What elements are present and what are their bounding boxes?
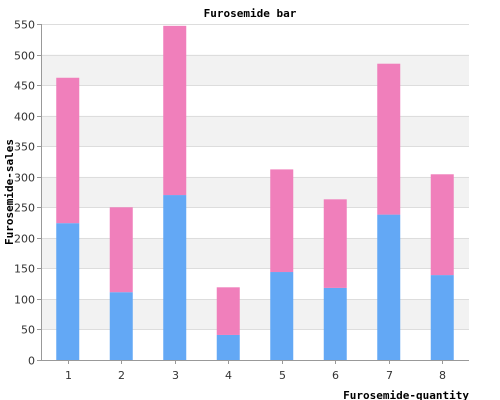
bar-segment-series-1	[323, 287, 347, 360]
x-tick-label: 5	[279, 369, 286, 382]
x-tick-label: 2	[118, 369, 125, 382]
chart-title: Furosemide bar	[204, 7, 297, 20]
y-tick-label: 200	[14, 233, 35, 246]
bar-segment-series-1	[270, 272, 294, 360]
bars	[56, 25, 454, 360]
y-tick-label: 550	[14, 19, 35, 32]
y-tick-label: 0	[28, 355, 35, 368]
x-tick-label: 6	[332, 369, 339, 382]
background-band	[41, 115, 469, 147]
y-tick-label: 450	[14, 80, 35, 93]
y-axis-label: Furosemide-sales	[3, 139, 16, 245]
y-tick-label: 350	[14, 141, 35, 154]
bar-segment-series-2	[430, 174, 454, 276]
x-tick-label: 8	[439, 369, 446, 382]
background-band	[41, 146, 469, 177]
x-axis-label: Furosemide-quantity	[343, 389, 469, 400]
y-tick-label: 100	[14, 294, 35, 307]
bar-segment-series-1	[163, 195, 187, 360]
x-tick-label: 4	[225, 369, 232, 382]
background-band	[41, 237, 469, 269]
x-tick-label: 1	[65, 369, 72, 382]
bar-segment-series-1	[430, 275, 454, 360]
background-band	[41, 176, 469, 208]
y-tick-label: 150	[14, 263, 35, 276]
background-band	[41, 207, 469, 238]
bar-segment-series-1	[216, 334, 240, 360]
background-band	[41, 85, 469, 116]
background-band	[41, 24, 469, 55]
bar-segment-series-2	[270, 169, 294, 273]
bar-segment-series-2	[163, 25, 187, 196]
bar-segment-series-2	[56, 77, 80, 224]
background-bands	[41, 24, 469, 360]
background-band	[41, 268, 469, 299]
background-band	[41, 54, 469, 86]
x-tick-label: 7	[386, 369, 393, 382]
y-tick-label: 500	[14, 50, 35, 63]
bar-segment-series-2	[216, 287, 240, 335]
bar-segment-series-2	[109, 207, 133, 293]
y-tick-label: 300	[14, 172, 35, 185]
bar-segment-series-1	[109, 292, 133, 360]
bar-segment-series-2	[377, 63, 401, 215]
bar-segment-series-1	[56, 223, 80, 360]
x-tick-label: 3	[172, 369, 179, 382]
x-axis-ticks: 1 2 3 4 5 6 7 8	[65, 360, 446, 382]
y-tick-label: 50	[21, 324, 35, 337]
bar-segment-series-1	[377, 214, 401, 360]
y-tick-label: 250	[14, 202, 35, 215]
y-tick-label: 400	[14, 111, 35, 124]
background-band	[41, 329, 469, 360]
bar-segment-series-2	[323, 199, 347, 288]
y-axis-ticks: 0 50 100 150 200 250 300 350 400 450 500 550	[14, 19, 41, 368]
background-band	[41, 298, 469, 330]
